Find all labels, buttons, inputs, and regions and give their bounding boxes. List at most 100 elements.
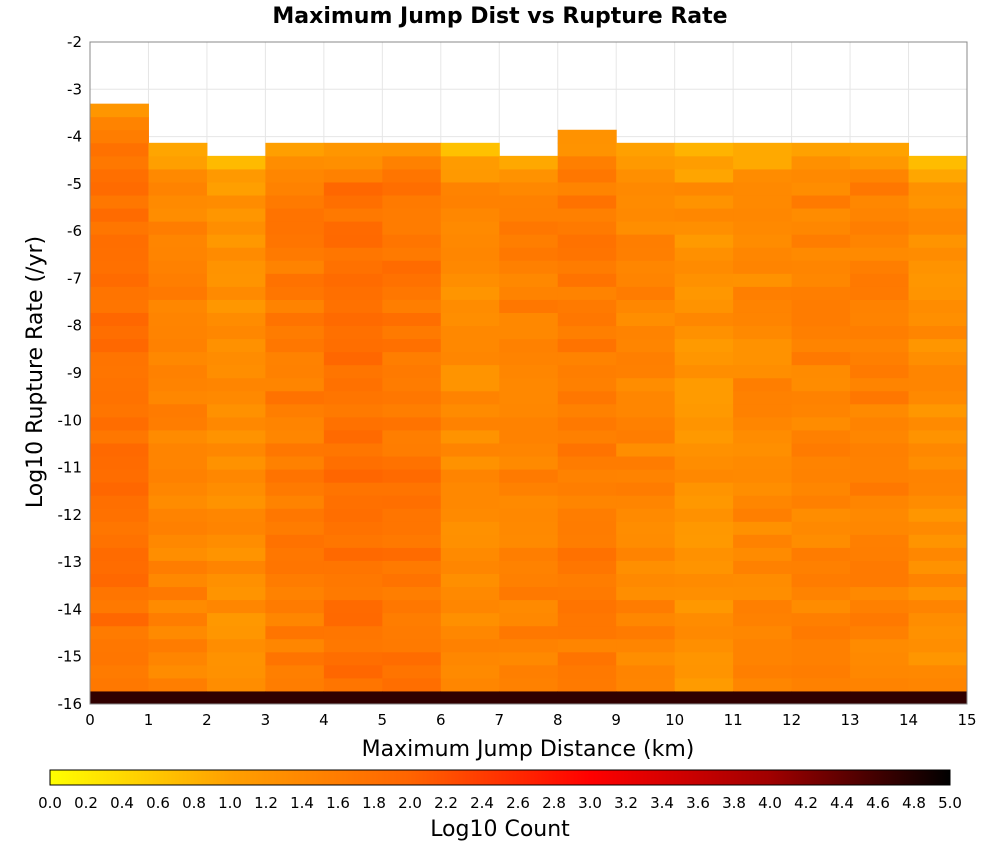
heatmap-cell — [206, 625, 266, 640]
heatmap-cell — [674, 599, 734, 614]
heatmap-cell — [382, 508, 442, 522]
colorbar-tick-label: 1.8 — [362, 794, 386, 812]
plot-frame — [89, 41, 968, 705]
heatmap-cell — [499, 547, 559, 561]
heatmap-cell — [908, 364, 968, 379]
heatmap-cell — [440, 625, 500, 640]
heatmap-cell — [323, 651, 383, 666]
heatmap-cell — [733, 377, 793, 392]
heatmap-cell — [791, 181, 851, 196]
heatmap-cell — [440, 181, 500, 196]
heatmap-cell — [323, 377, 383, 392]
heatmap-cell — [323, 142, 383, 157]
heatmap-cell — [791, 208, 851, 222]
heatmap-cell — [265, 573, 325, 588]
heatmap-cell — [90, 247, 149, 261]
heatmap-cell — [323, 247, 383, 261]
heatmap-cell — [382, 573, 442, 588]
colorbar-tick-label: 2.4 — [470, 794, 494, 812]
heatmap-cell — [850, 390, 910, 405]
heatmap-cell — [206, 560, 266, 574]
x-tick-label: 0 — [85, 711, 95, 729]
heatmap-cell — [791, 651, 851, 666]
heatmap-cell — [674, 625, 734, 640]
heatmap-cell — [557, 534, 617, 548]
heatmap-cell — [557, 482, 617, 496]
heatmap-cell — [382, 168, 442, 183]
heatmap-cell — [440, 429, 500, 444]
heatmap-cell — [908, 625, 968, 640]
heatmap-cell — [499, 560, 559, 574]
heatmap-cell — [733, 299, 793, 313]
heatmap-cell — [674, 521, 734, 535]
heatmap-cell — [206, 495, 266, 509]
heatmap-cell — [850, 195, 910, 209]
heatmap-cell — [674, 638, 734, 653]
heatmap-cell — [733, 495, 793, 509]
heatmap-cell — [148, 560, 208, 574]
heatmap-cell — [90, 286, 149, 300]
heatmap-cell — [265, 586, 325, 601]
heatmap-cell — [674, 429, 734, 444]
heatmap-cell — [148, 273, 208, 287]
heatmap-cell — [733, 521, 793, 535]
heatmap-cell — [908, 181, 968, 196]
y-tick-label: -3 — [67, 80, 82, 98]
heatmap-cell — [850, 599, 910, 614]
heatmap-cell — [382, 534, 442, 548]
colorbar-tick-label: 3.0 — [578, 794, 602, 812]
heatmap-cell — [148, 260, 208, 274]
heatmap-cell — [440, 390, 500, 405]
heatmap-cell — [908, 155, 968, 170]
heatmap-cell — [440, 690, 500, 705]
heatmap-cell — [323, 573, 383, 588]
heatmap-cell — [791, 273, 851, 287]
heatmap-cell — [499, 168, 559, 183]
heatmap-cell — [791, 495, 851, 509]
x-tick-label: 7 — [494, 711, 504, 729]
heatmap-cell — [674, 208, 734, 222]
heatmap-cell — [323, 469, 383, 483]
heatmap-cell — [206, 221, 266, 235]
heatmap-cell — [616, 390, 676, 405]
heatmap-cell — [557, 325, 617, 340]
x-axis-ticks: 0 1 2 3 4 5 6 7 8 9 10 11 12 13 14 15 — [85, 711, 976, 729]
heatmap-cell — [908, 612, 968, 627]
heatmap-cell — [265, 286, 325, 300]
heatmap-cell — [616, 638, 676, 653]
heatmap-cell — [850, 469, 910, 483]
heatmap-cell — [440, 234, 500, 248]
heatmap-cell — [148, 416, 208, 431]
heatmap-cell — [733, 403, 793, 418]
heatmap-cell — [674, 286, 734, 300]
heatmap-cell — [616, 299, 676, 313]
heatmap-cell — [908, 208, 968, 222]
x-tick-label: 8 — [553, 711, 563, 729]
heatmap-cell — [382, 273, 442, 287]
heatmap-cell — [148, 168, 208, 183]
heatmap-cell — [90, 325, 149, 340]
heatmap-cell — [148, 612, 208, 627]
heatmap-cell — [850, 155, 910, 170]
colorbar-tick-label: 3.8 — [722, 794, 746, 812]
heatmap-cell — [382, 390, 442, 405]
heatmap-cell — [557, 690, 617, 705]
heatmap-cell — [499, 155, 559, 170]
heatmap-cell — [908, 599, 968, 614]
heatmap-cell — [850, 625, 910, 640]
heatmap-cell — [382, 208, 442, 222]
heatmap-cell — [206, 508, 266, 522]
heatmap-cell — [265, 612, 325, 627]
heatmap-cell — [265, 234, 325, 248]
heatmap-cell — [557, 625, 617, 640]
heatmap-cell — [674, 312, 734, 327]
heatmap-cell — [616, 482, 676, 496]
x-tick-label: 15 — [957, 711, 976, 729]
heatmap-cell — [90, 429, 149, 444]
heatmap-cell — [557, 195, 617, 209]
heatmap-cell — [90, 560, 149, 574]
colorbar-tick-label: 4.6 — [866, 794, 890, 812]
heatmap-cell — [791, 338, 851, 353]
heatmap-cell — [557, 586, 617, 601]
heatmap-cell — [499, 208, 559, 222]
